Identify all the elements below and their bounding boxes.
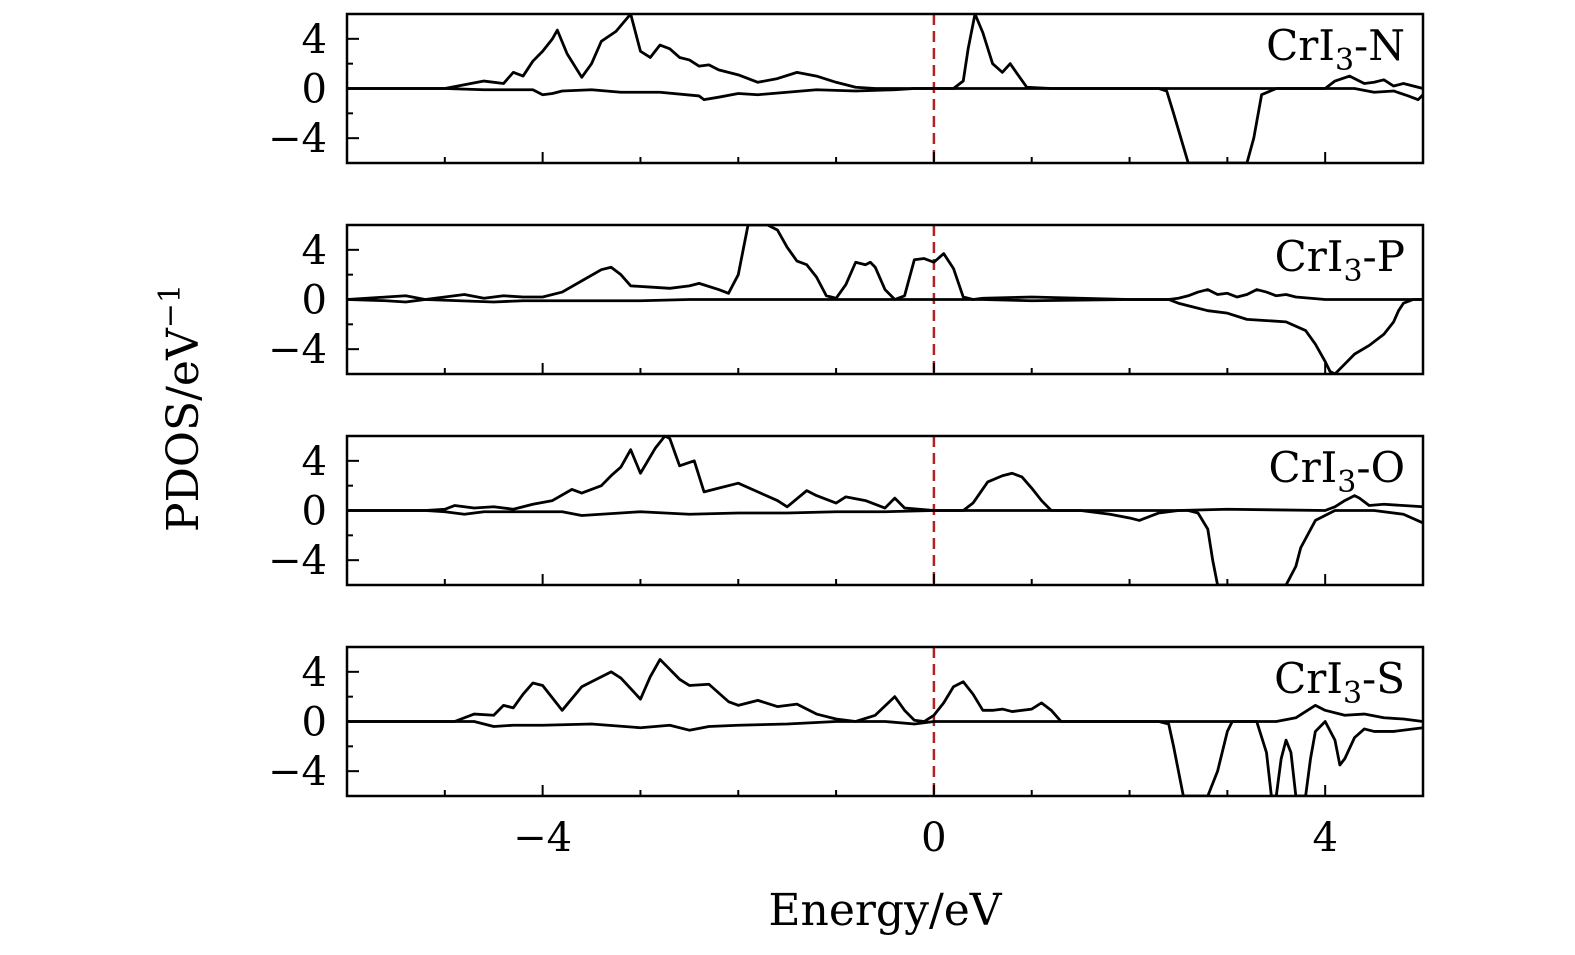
y-tick-label: 0	[302, 67, 327, 113]
panel-0: −404 CrI3-N	[268, 12, 1425, 165]
y-tick-label: 0	[302, 489, 327, 535]
panel-label-suffix: -P	[1363, 232, 1405, 281]
panel-label-sub: 3	[1343, 254, 1362, 289]
panel-1: −404 CrI3-P	[268, 223, 1425, 376]
panel-label: CrI3-O	[1268, 443, 1405, 500]
y-tick-label: 4	[302, 17, 327, 63]
panel-label-suffix: -O	[1356, 443, 1405, 492]
series-line-spin-down	[347, 87, 1423, 163]
y-tick-label: −4	[268, 116, 327, 162]
x-tick-label: 4	[1312, 815, 1337, 861]
y-tick-label: 4	[302, 228, 327, 274]
x-tick-label: 0	[921, 815, 946, 861]
y-tick-label: 4	[302, 439, 327, 485]
y-axis-title-sup: −1	[153, 284, 188, 328]
y-axis-title: PDOS/eV−1	[153, 284, 209, 532]
panel-label: CrI3-S	[1274, 654, 1405, 711]
panel-label-main: CrI	[1266, 21, 1335, 70]
series-line-spin-down	[347, 298, 1423, 374]
panel-label-sub: 3	[1335, 43, 1354, 78]
series-line-spin-up	[347, 225, 1423, 301]
x-axis-title: Energy/eV	[768, 885, 1002, 936]
series-line-spin-up	[347, 14, 1423, 90]
y-tick-label: 4	[302, 650, 327, 696]
series-line-spin-up	[347, 658, 1423, 723]
panel-label: CrI3-N	[1266, 21, 1405, 78]
panel-label-main: CrI	[1274, 654, 1343, 703]
y-tick-label: −4	[268, 538, 327, 584]
panel-label-main: CrI	[1275, 232, 1344, 281]
series-line-spin-down	[347, 509, 1423, 585]
panel-label: CrI3-P	[1275, 232, 1405, 289]
series-line-spin-down	[347, 720, 1423, 796]
panel-2: −404 CrI3-O	[268, 434, 1425, 587]
panel-label-main: CrI	[1268, 443, 1337, 492]
y-axis-title-main: PDOS/eV	[158, 327, 209, 532]
y-tick-label: −4	[268, 749, 327, 795]
panels: −404 CrI3-N−404 CrI3-P−404 CrI3-O−404 CrI3-S	[268, 12, 1425, 798]
panel-label-suffix: -N	[1354, 21, 1405, 70]
panel-label-sub: 3	[1343, 676, 1362, 711]
y-tick-label: −4	[268, 327, 327, 373]
series-line-spin-up	[347, 436, 1423, 512]
panel-label-sub: 3	[1337, 465, 1356, 500]
panel-3: −404 CrI3-S	[268, 645, 1425, 798]
y-tick-label: 0	[302, 700, 327, 746]
x-tick-label: −4	[513, 815, 572, 861]
panel-label-suffix: -S	[1362, 654, 1405, 703]
y-axis-title-group: PDOS/eV−1	[153, 284, 209, 532]
y-tick-label: 0	[302, 278, 327, 324]
x-tick-labels: −4 0 4	[513, 815, 1338, 861]
